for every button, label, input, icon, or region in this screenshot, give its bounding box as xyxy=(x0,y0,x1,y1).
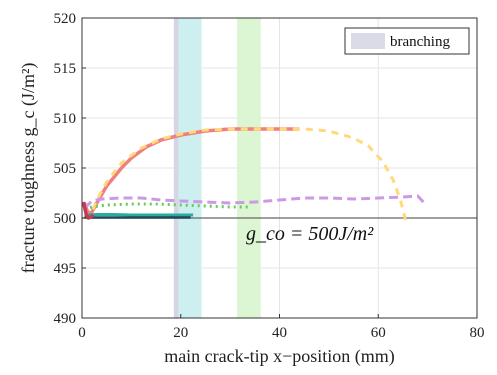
x-tick-labels: 0 20 40 60 80 xyxy=(78,314,485,341)
y-tick-label: 505 xyxy=(54,161,77,177)
y-tick-label: 500 xyxy=(54,211,77,227)
x-tick-label: 20 xyxy=(173,325,188,341)
branching-band xyxy=(237,18,261,318)
x-tick-label: 60 xyxy=(371,325,386,341)
reference-annotation: g_co = 500J/m² xyxy=(246,223,374,245)
y-tick-label: 490 xyxy=(54,311,77,327)
series-line-2 xyxy=(83,127,407,221)
branching-band xyxy=(173,18,179,318)
y-tick-label: 495 xyxy=(54,261,77,277)
series-line-3 xyxy=(83,194,427,210)
legend-swatch-branching xyxy=(351,33,385,49)
branching-band xyxy=(178,18,202,318)
x-axis-label: main crack-tip x−position (mm) xyxy=(164,346,395,367)
x-tick-label: 80 xyxy=(470,325,485,341)
legend: branching xyxy=(344,27,470,55)
y-tick-label: 520 xyxy=(54,11,77,27)
y-tick-label: 515 xyxy=(54,61,77,77)
series-line-7 xyxy=(81,201,95,220)
series-group xyxy=(81,127,427,221)
series-line-4 xyxy=(83,202,250,212)
y-tick-labels: 490 495 500 505 510 515 520 xyxy=(54,11,86,327)
y-tick-label: 510 xyxy=(54,111,77,127)
grid xyxy=(81,17,478,319)
x-tick-label: 40 xyxy=(272,325,287,341)
x-tick-label: 0 xyxy=(78,325,86,341)
branching-bands xyxy=(173,18,261,318)
legend-label-branching: branching xyxy=(390,34,450,50)
y-axis-label: fracture toughness g_c (J/m²) xyxy=(18,63,39,274)
series-line-5 xyxy=(84,213,194,217)
